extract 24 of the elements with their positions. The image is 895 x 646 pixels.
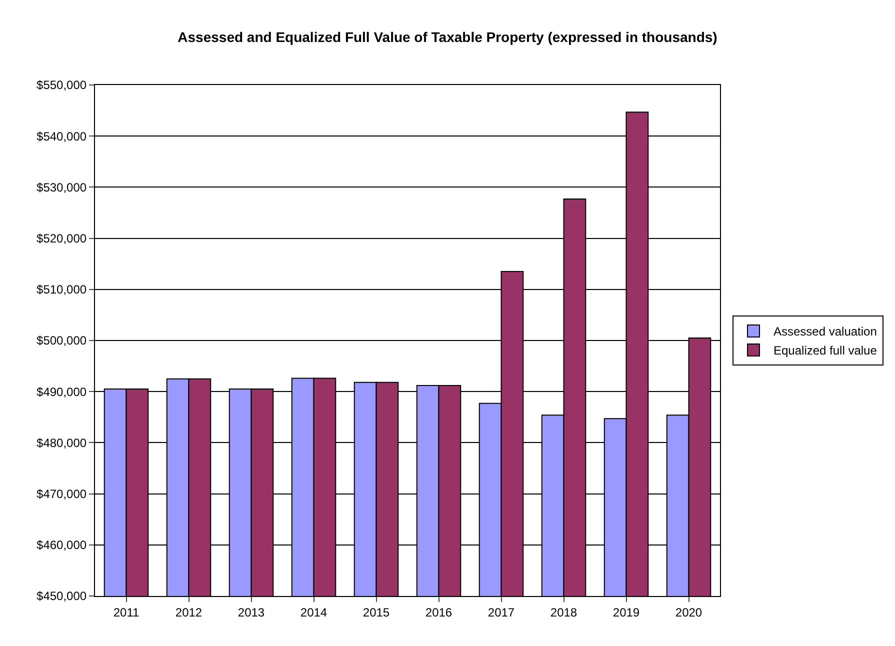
x-tick-label: 2014 <box>300 605 328 620</box>
x-tick-label: 2012 <box>175 605 202 620</box>
y-tick-label: $490,000 <box>36 384 87 399</box>
y-tick-label: $510,000 <box>36 282 87 297</box>
x-tick-label: 2016 <box>425 605 452 620</box>
x-tick-label: 2020 <box>675 605 702 620</box>
y-tick-label: $450,000 <box>36 589 87 604</box>
y-tick-label: $550,000 <box>36 78 87 92</box>
x-tick-label: 2015 <box>362 605 390 620</box>
legend-label: Assessed valuation <box>774 324 877 339</box>
chart-title: Assessed and Equalized Full Value of Taxable Property (expressed in thousands) <box>178 29 718 46</box>
x-tick-label: 2018 <box>550 605 578 620</box>
x-tick-label: 2013 <box>238 605 265 620</box>
y-tick-label: $530,000 <box>36 180 87 194</box>
x-tick-label: 2019 <box>612 605 640 620</box>
legend-label: Equalized full value <box>774 344 878 358</box>
y-tick-label: $480,000 <box>36 436 87 450</box>
y-tick-label: $540,000 <box>36 129 87 144</box>
y-tick-label: $470,000 <box>36 487 87 501</box>
x-tick-label: 2011 <box>113 605 140 620</box>
y-tick-label: $520,000 <box>36 232 87 246</box>
y-tick-label: $500,000 <box>36 334 87 348</box>
x-tick-label: 2017 <box>488 605 515 620</box>
y-tick-label: $460,000 <box>36 538 87 552</box>
